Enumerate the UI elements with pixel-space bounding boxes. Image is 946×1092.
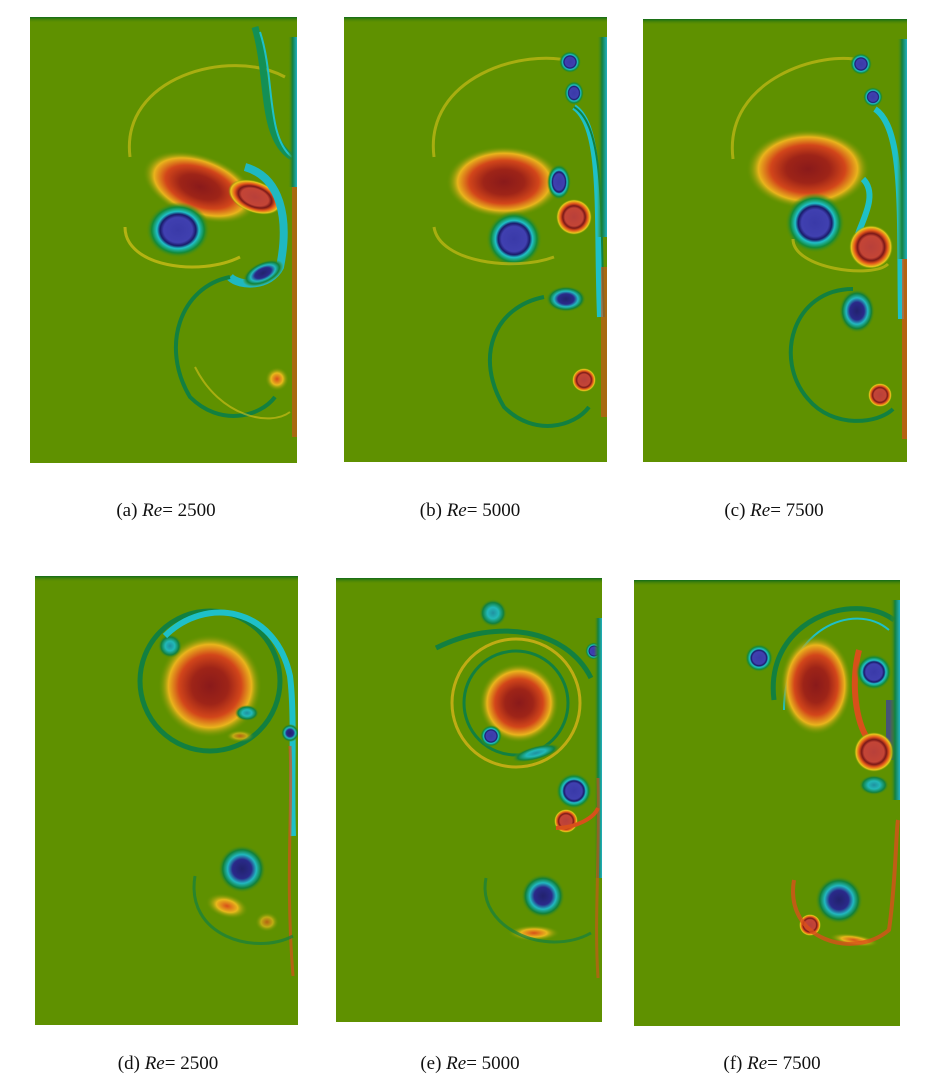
panel-b-vorticity-field — [344, 17, 607, 462]
caption-d: (d) Re= 2500 — [48, 1053, 288, 1075]
reynolds-value: 7500 — [782, 1053, 821, 1074]
caption-f: (f) Re= 7500 — [652, 1053, 892, 1075]
caption-b: (b) Re= 5000 — [350, 500, 590, 522]
caption-c: (c) Re= 7500 — [654, 500, 894, 522]
caption-label: (c) — [724, 500, 746, 521]
panel-a-vorticity-field — [30, 17, 297, 463]
panel-d-vorticity-field — [35, 576, 298, 1025]
reynolds-symbol: Re — [446, 500, 467, 521]
equals-sign: = — [770, 500, 781, 521]
reynolds-symbol: Re — [446, 1053, 467, 1074]
caption-label: (b) — [419, 500, 442, 521]
panel-f-vorticity-field — [634, 580, 900, 1026]
caption-label: (a) — [116, 500, 138, 521]
caption-label: (e) — [420, 1053, 442, 1074]
equals-sign: = — [767, 1053, 778, 1074]
equals-sign: = — [162, 500, 173, 521]
reynolds-symbol: Re — [750, 500, 771, 521]
caption-label: (f) — [723, 1053, 743, 1074]
reynolds-value: 2500 — [177, 500, 216, 521]
caption-e: (e) Re= 5000 — [350, 1053, 590, 1075]
reynolds-symbol: Re — [142, 500, 163, 521]
caption-label: (d) — [117, 1053, 140, 1074]
reynolds-symbol: Re — [747, 1053, 768, 1074]
reynolds-value: 5000 — [481, 1053, 520, 1074]
equals-sign: = — [466, 500, 478, 521]
panel-e-vorticity-field — [336, 578, 602, 1022]
reynolds-value: 2500 — [180, 1053, 219, 1074]
caption-a: (a) Re= 2500 — [46, 500, 286, 522]
panel-c-vorticity-field — [643, 19, 907, 462]
equals-sign: = — [466, 1053, 477, 1074]
reynolds-value: 5000 — [482, 500, 521, 521]
reynolds-symbol: Re — [144, 1053, 165, 1074]
reynolds-value: 7500 — [785, 500, 824, 521]
equals-sign: = — [164, 1053, 176, 1074]
